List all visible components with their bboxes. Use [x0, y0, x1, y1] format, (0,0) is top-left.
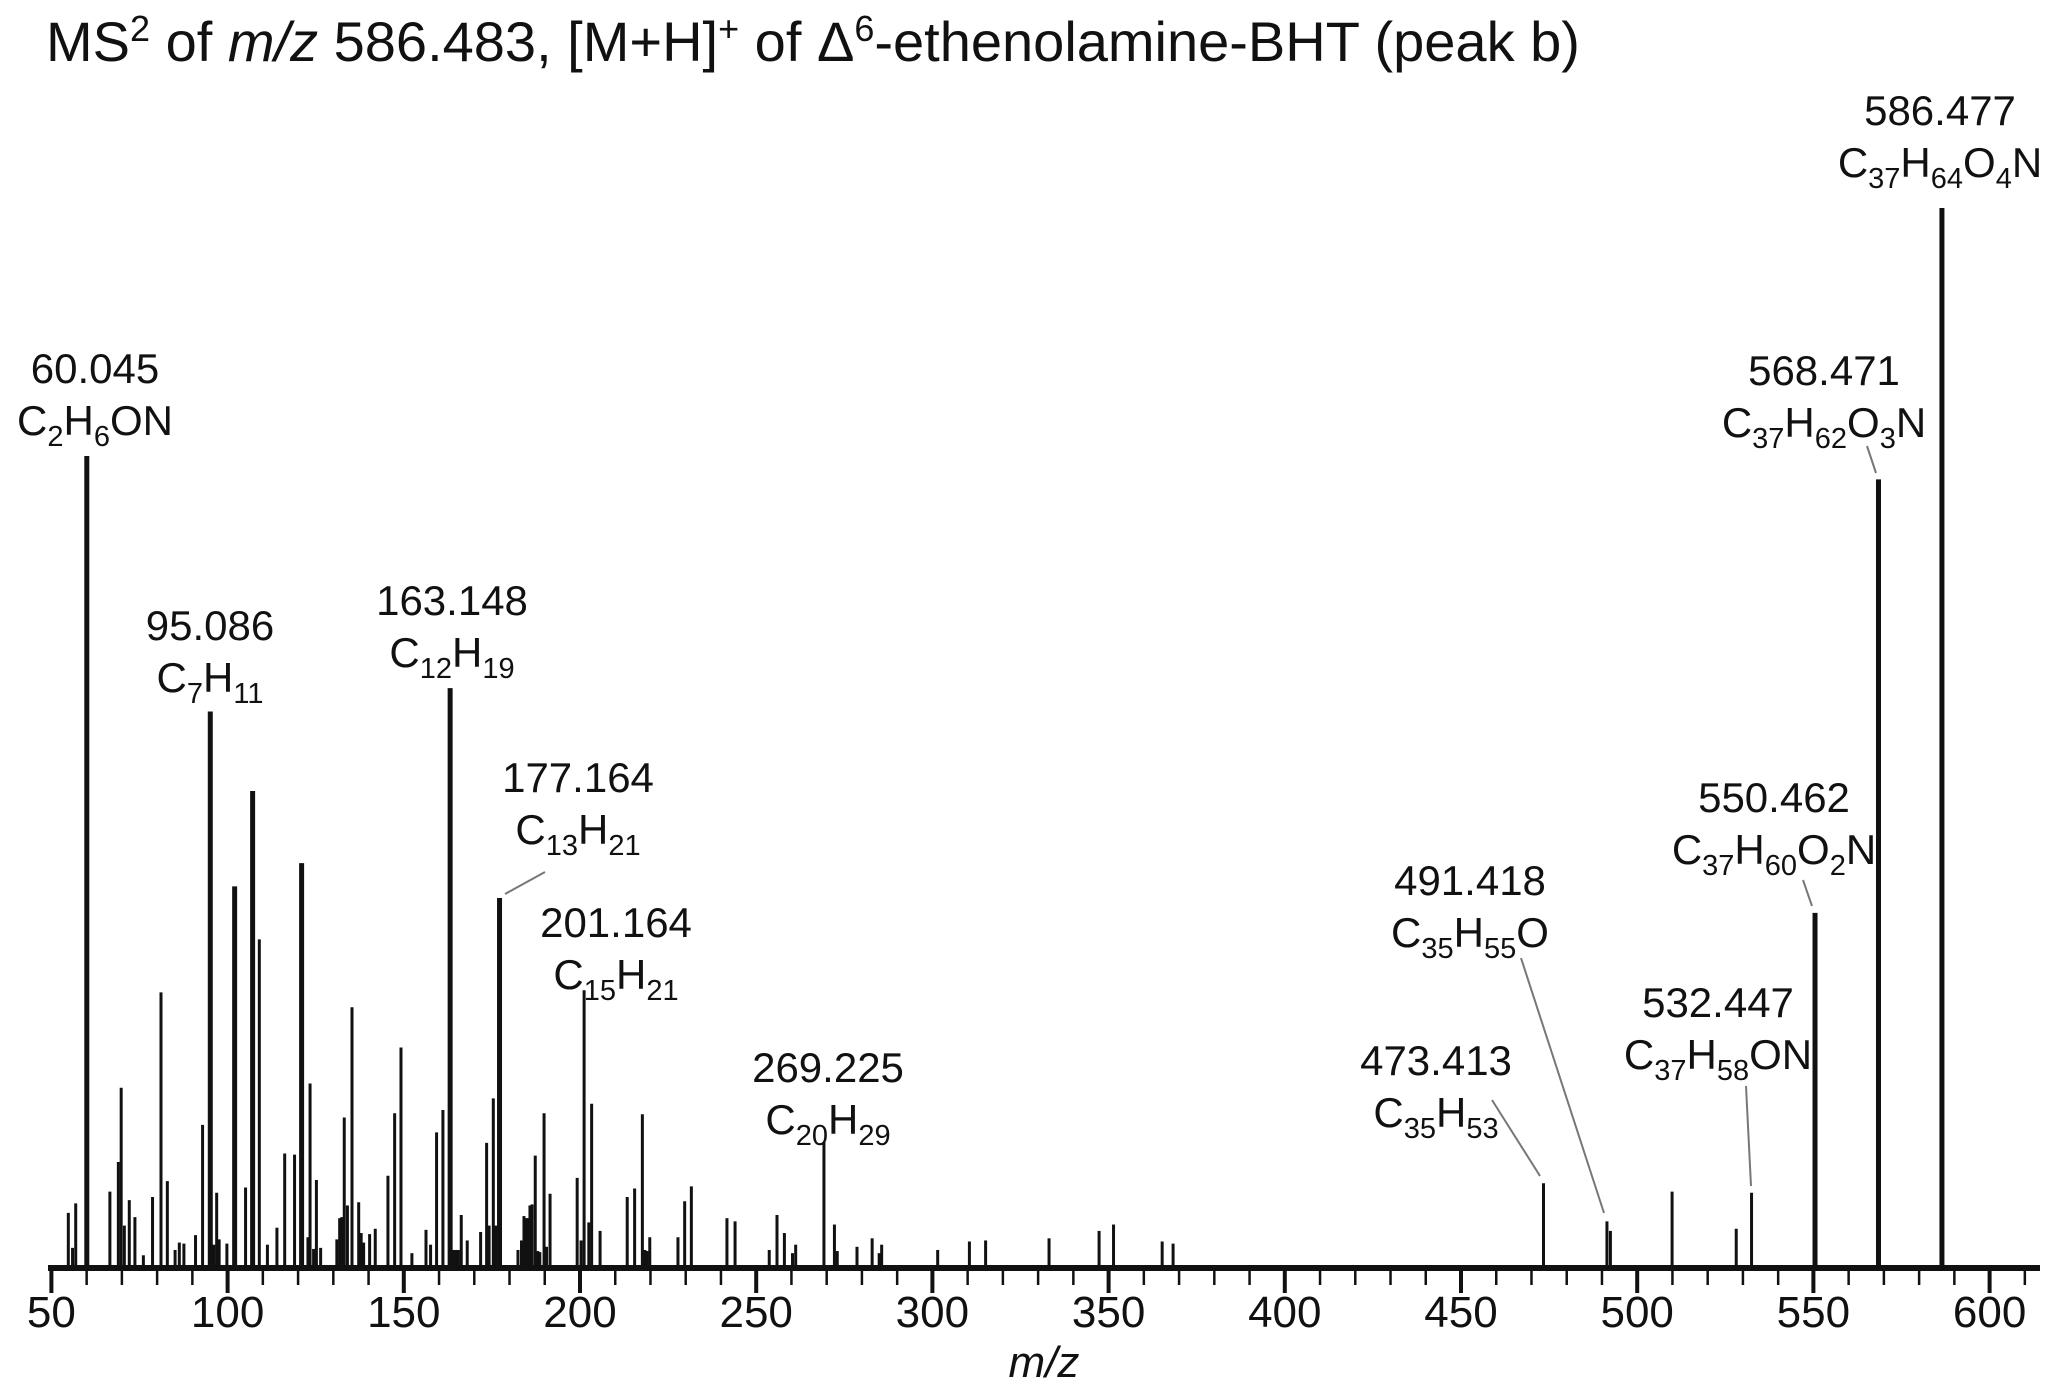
x-axis-tick-label: 300 — [895, 1288, 970, 1337]
figure-title: MS2 of m/z 586.483, [M+H]+ of Δ6-ethenol… — [46, 8, 1580, 74]
annotation-pointer-lines — [504, 445, 1877, 1214]
peak-formula-label: C37H60O2N — [1671, 826, 1877, 882]
peak-formula-label: C35H53 — [1373, 1089, 1499, 1145]
peak-formula-label: C37H64O4N — [1837, 139, 2043, 195]
annotation-pointer-line — [1866, 445, 1877, 474]
x-axis-tick-label: 50 — [26, 1288, 76, 1337]
figure-title-segment: MS — [46, 10, 130, 73]
peak-mz-label: 473.413 — [1360, 1037, 1512, 1084]
x-axis-tick-label: 100 — [190, 1288, 265, 1337]
peak-formula-label: C2H6ON — [17, 397, 173, 453]
x-axis-tick-label: 350 — [1071, 1288, 1146, 1337]
x-axis-tick-label: 200 — [543, 1288, 617, 1337]
peak-formula-label: C37H62O3N — [1721, 399, 1927, 455]
x-axis-tick-label: 550 — [1776, 1288, 1851, 1337]
x-axis-tick-label: 500 — [1600, 1288, 1674, 1337]
annotation-pointer-line — [1802, 879, 1813, 907]
x-axis — [48, 1265, 2040, 1293]
x-axis-tick-label: 400 — [1248, 1288, 1322, 1337]
peak-mz-label: 269.225 — [752, 1044, 904, 1091]
peak-formula-label: C15H21 — [553, 951, 679, 1007]
annotation-pointer-line — [1491, 1099, 1541, 1177]
peak-mz-label: 163.148 — [376, 577, 528, 624]
peak-formula-label: C7H11 — [156, 654, 264, 710]
peak-lines — [66, 208, 1945, 1268]
annotation-pointer-line — [1520, 957, 1605, 1214]
peak-mz-label: 586.477 — [1864, 87, 2016, 134]
figure-title-segment: -ethenolamine-BHT (peak b) — [874, 10, 1580, 73]
figure-title-segment: 6 — [854, 8, 875, 49]
x-axis-title: m/z — [1008, 1338, 1080, 1387]
annotation-pointer-line — [1745, 1085, 1752, 1187]
peak-mz-label: 532.447 — [1642, 979, 1794, 1026]
x-axis-tick-label: 450 — [1424, 1288, 1498, 1337]
x-axis-tick-label: 150 — [367, 1288, 441, 1337]
figure-title-segment: of — [150, 10, 228, 73]
peak-mz-label: 60.045 — [30, 345, 160, 392]
peak-mz-label: 201.164 — [540, 899, 692, 946]
peak-mz-label: 568.471 — [1748, 347, 1900, 394]
peak-formula-label: C20H29 — [765, 1096, 891, 1152]
x-axis-tick-label: 250 — [719, 1288, 793, 1337]
peak-mz-label: 550.462 — [1698, 774, 1850, 821]
figure-title-segment: + — [718, 8, 740, 49]
peak-formula-label: C13H21 — [515, 806, 641, 862]
annotation-pointer-line — [504, 871, 546, 895]
figure-title-segment: m/z — [227, 10, 319, 73]
peak-formula-label: C12H19 — [389, 629, 515, 685]
x-axis-tick-label: 600 — [1952, 1288, 2027, 1337]
figure-title-segment: 586.483, [M+H] — [318, 10, 719, 73]
figure-title-segment: 2 — [130, 8, 151, 49]
peak-mz-label: 491.418 — [1394, 857, 1546, 904]
peak-formula-label: C35H55O — [1391, 909, 1549, 965]
figure-title-segment: of Δ — [739, 10, 855, 73]
peak-formula-label: C37H58ON — [1623, 1031, 1813, 1087]
peak-mz-label: 177.164 — [502, 754, 654, 801]
peak-mz-label: 95.086 — [145, 602, 275, 649]
